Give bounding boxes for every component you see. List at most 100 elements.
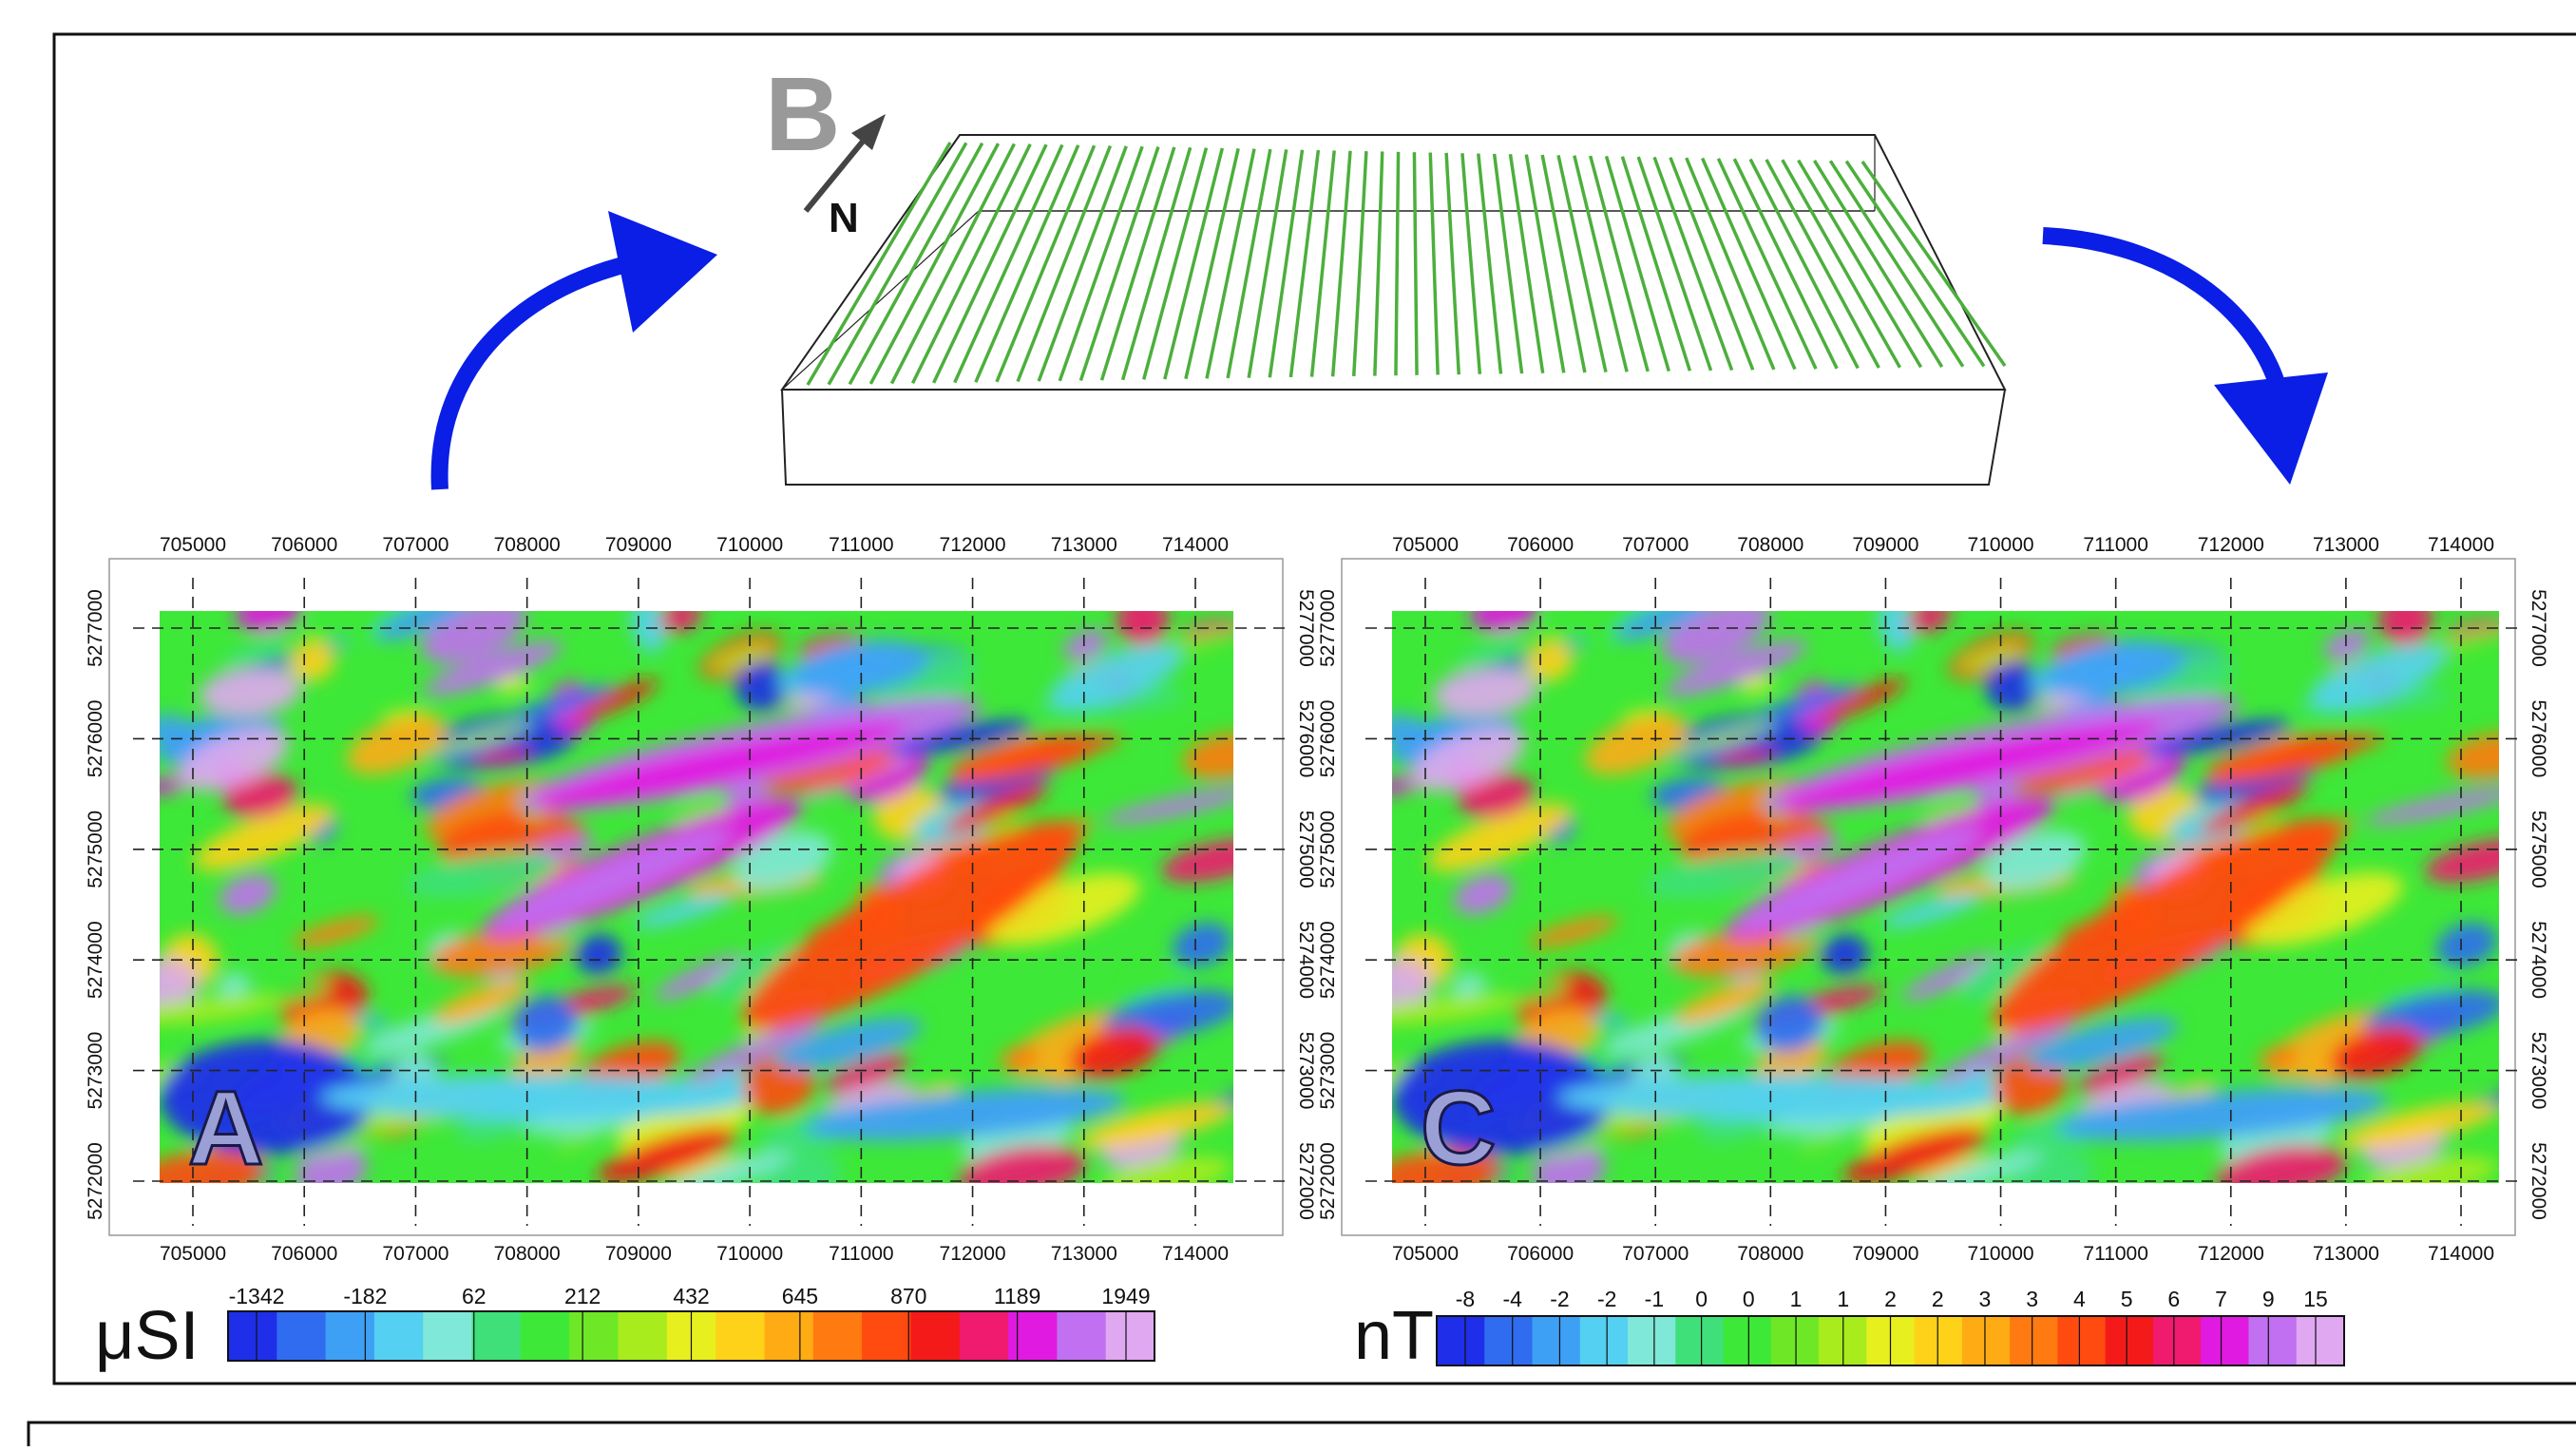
x-tick-bottom: 712000 (940, 1243, 1006, 1265)
colorbar-label: 3 (2026, 1287, 2038, 1311)
x-tick-top: 714000 (2428, 534, 2494, 556)
x-tick-top: 713000 (2313, 534, 2379, 556)
colorbar-swatch (228, 1311, 254, 1361)
model-profile-line (1765, 159, 1880, 369)
colorbar-swatch (373, 1311, 400, 1361)
x-tick-bottom: 709000 (605, 1243, 672, 1265)
y-tick-left: 5273000 (85, 1032, 106, 1110)
x-tick-top: 706000 (271, 534, 337, 556)
x-tick-top: 712000 (940, 534, 1006, 556)
colorbar-label: -8 (1456, 1287, 1475, 1311)
y-tick-right: 5277000 (1295, 589, 1317, 667)
model-profile-line (1037, 145, 1128, 382)
colorbar-swatch (1675, 1316, 1700, 1365)
colorbar-swatch (1081, 1311, 1107, 1361)
colorbar-swatch (325, 1311, 351, 1361)
model-profile-line (1828, 160, 1965, 368)
model-profile-line (1652, 156, 1734, 372)
colorbar-swatch (1130, 1311, 1155, 1361)
x-tick-bottom: 706000 (1507, 1243, 1574, 1265)
x-tick-bottom: 708000 (494, 1243, 561, 1265)
x-tick-top: 714000 (1162, 534, 1229, 556)
x-tick-bottom: 712000 (2198, 1243, 2264, 1265)
model-profile-line (1428, 152, 1440, 375)
y-tick-left: 5274000 (85, 921, 106, 999)
y-tick-right: 5277000 (2528, 589, 2549, 667)
colorbar-swatch (1579, 1316, 1605, 1365)
colorbar-swatch (1794, 1316, 1820, 1365)
colorbar-swatch (959, 1311, 984, 1361)
colorbar-swatch (1008, 1311, 1034, 1361)
colorbar-swatch (618, 1311, 643, 1361)
colorbar-swatch (593, 1311, 620, 1361)
colorbar-swatch (789, 1311, 814, 1361)
colorbar-label: 1949 (1101, 1284, 1150, 1308)
panel-letter: C (1421, 1070, 1496, 1187)
model-profile-line (1540, 154, 1587, 373)
colorbar-swatch (1105, 1311, 1131, 1361)
colorbar-swatch (1723, 1316, 1748, 1365)
x-tick-top: 705000 (1392, 534, 1459, 556)
anomaly-map (160, 611, 1233, 1183)
panel-c-magnetic: 705000 705000 706000 706000 707000 707000 7080… (1317, 534, 2549, 1374)
north-arrowhead-icon (851, 114, 886, 150)
colorbar-swatch (837, 1311, 863, 1361)
right-arrow-head (2214, 372, 2328, 485)
colorbar-label: -1342 (229, 1284, 285, 1308)
x-tick-bottom: 707000 (1622, 1243, 1689, 1265)
colorbar-label: 2 (1884, 1287, 1897, 1311)
colorbar-swatch (1603, 1316, 1629, 1365)
colorbar-label: 9 (2262, 1287, 2275, 1311)
colorbar-label: 0 (1743, 1287, 1755, 1311)
colorbar: -1342 -182 62 212 432 645 870 1189 1949 (227, 1284, 1155, 1362)
colorbar-label: 1 (1837, 1287, 1849, 1311)
y-tick-right: 5274000 (1295, 921, 1317, 999)
model-profile-line (827, 142, 968, 386)
colorbar-label: 15 (2303, 1287, 2328, 1311)
colorbar-label: 212 (564, 1284, 601, 1308)
y-tick-left: 5275000 (1317, 811, 1339, 888)
colorbar-swatch (1746, 1316, 1772, 1365)
colorbar-swatch (350, 1311, 375, 1361)
x-tick-top: 705000 (160, 534, 226, 556)
colorbar-label: 0 (1695, 1287, 1708, 1311)
anomaly-map (1392, 611, 2499, 1183)
model-letter-b: B (765, 56, 840, 173)
colorbar-swatch (2248, 1316, 2274, 1365)
colorbar-swatch (398, 1311, 424, 1361)
y-tick-left: 5272000 (1317, 1142, 1339, 1220)
colorbar-unit: nT (1354, 1298, 1434, 1374)
model-profile-line (1444, 152, 1461, 375)
model-profile-line (1716, 158, 1818, 370)
model-profile-line (1669, 157, 1755, 371)
model-profile-line (1226, 148, 1272, 379)
model-profile-line (1588, 155, 1650, 372)
colorbar-swatch (2010, 1316, 2034, 1365)
colorbar-label: 1189 (994, 1284, 1040, 1308)
colorbar-swatch (691, 1311, 716, 1361)
x-tick-bottom: 708000 (1737, 1243, 1803, 1265)
x-tick-bottom: 713000 (2313, 1243, 2379, 1265)
colorbar: -8 -4 -2 -2 -1 0 0 1 1 2 2 3 3 4 5 6 7 9 15 (1436, 1287, 2345, 1366)
colorbar-swatch (2272, 1316, 2298, 1365)
x-tick-top: 709000 (605, 534, 672, 556)
map-frame (108, 558, 1284, 1236)
colorbar-swatch (935, 1311, 961, 1361)
model-profile-line (1685, 157, 1776, 371)
colorbar-swatch (1866, 1316, 1891, 1365)
model-profile-line (1620, 156, 1692, 372)
colorbar-label: 432 (673, 1284, 709, 1308)
colorbar-swatch (1890, 1316, 1916, 1365)
model-profile-line (974, 144, 1080, 383)
model-profile-line (1016, 144, 1113, 383)
colorbar-swatch (1437, 1316, 1461, 1365)
colorbar-swatch (983, 1311, 1009, 1361)
colorbar-swatch (886, 1311, 911, 1361)
colorbar-swatch (423, 1311, 448, 1361)
colorbar-label: -1 (1645, 1287, 1664, 1311)
x-tick-top: 710000 (1968, 534, 2034, 556)
model-profile-line (868, 143, 1001, 385)
model-profile-line (1058, 145, 1144, 382)
x-tick-top: 713000 (1051, 534, 1117, 556)
